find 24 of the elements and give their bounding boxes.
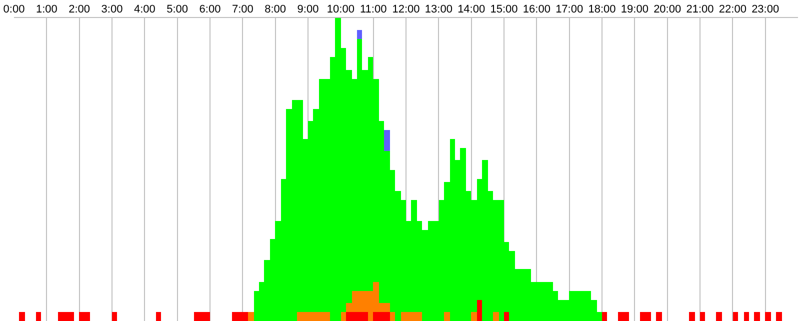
x-tick-label: 17:00 <box>556 4 584 16</box>
x-tick-label: 1:00 <box>36 4 58 16</box>
x-tick-label: 12:00 <box>392 4 420 16</box>
x-tick-label: 23:00 <box>752 4 780 16</box>
x-tick-label: 14:00 <box>458 4 486 16</box>
x-tick-label: 7:00 <box>232 4 254 16</box>
x-tick-label: 6:00 <box>199 4 221 16</box>
x-tick-label: 15:00 <box>490 4 518 16</box>
x-tick-label: 3:00 <box>101 4 123 16</box>
x-tick-label: 10:00 <box>326 4 354 16</box>
x-tick-label: 9:00 <box>297 4 319 16</box>
x-tick-label: 8:00 <box>264 4 286 16</box>
x-tick-label: 0:00 <box>3 4 25 16</box>
x-tick-label: 11:00 <box>360 4 387 16</box>
x-tick-label: 5:00 <box>166 4 188 16</box>
x-tick-label: 2:00 <box>68 4 90 16</box>
x-tick-label: 20:00 <box>654 4 682 16</box>
x-tick-label: 18:00 <box>588 4 616 16</box>
x-tick-label: 19:00 <box>620 4 648 16</box>
x-tick-label: 22:00 <box>718 4 746 16</box>
x-tick-label: 16:00 <box>522 4 550 16</box>
x-tick-label: 21:00 <box>686 4 714 16</box>
x-tick-label: 13:00 <box>424 4 452 16</box>
x-tick-label: 4:00 <box>134 4 156 16</box>
